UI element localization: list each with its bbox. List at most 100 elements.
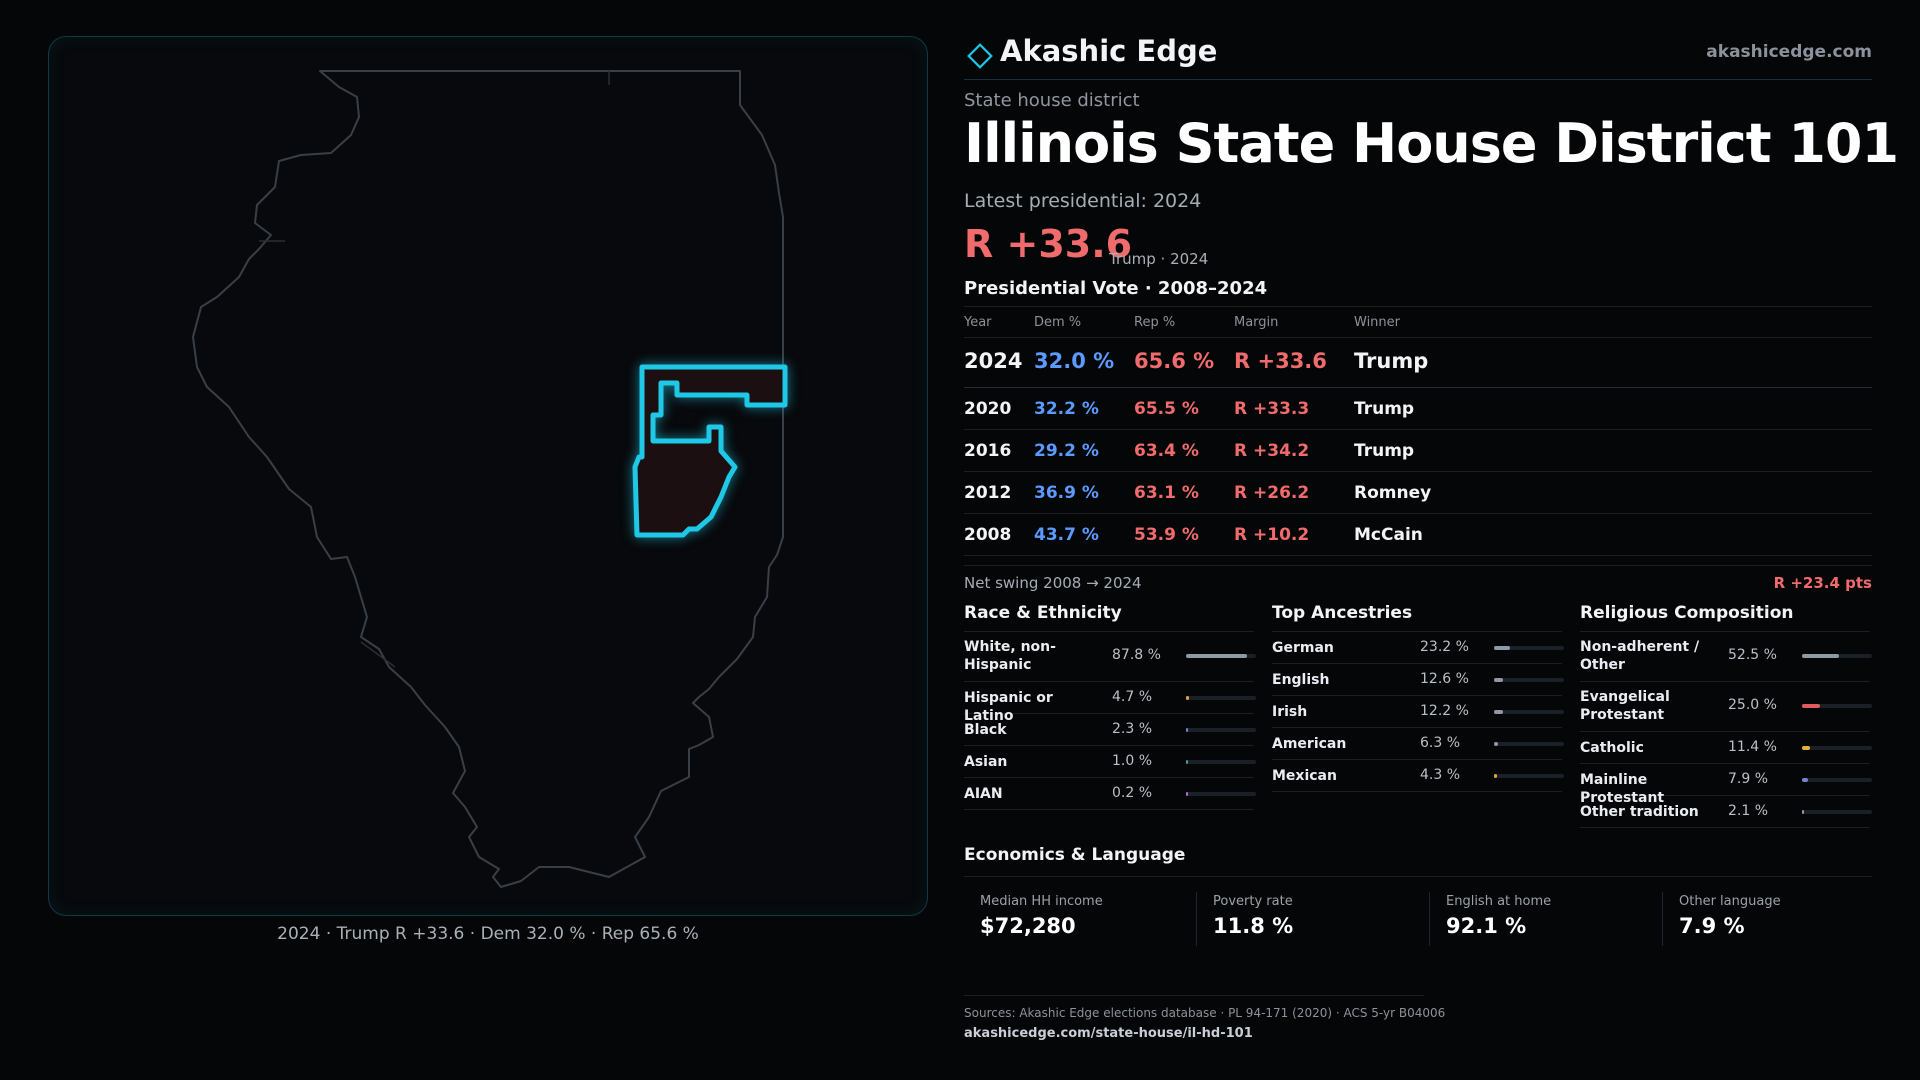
econ-value: 7.9 % xyxy=(1679,914,1745,938)
row-margin: R +34.2 xyxy=(1234,441,1310,461)
stat-bar xyxy=(1802,778,1872,782)
econ-label: English at home xyxy=(1446,894,1552,909)
stat-row: AIAN 0.2 % xyxy=(964,778,1256,810)
diamond-logo-icon[interactable] xyxy=(966,42,994,70)
stat-bar-fill xyxy=(1186,760,1188,764)
row-year: 2012 xyxy=(964,483,1012,503)
race-ethnicity-title: Race & Ethnicity xyxy=(964,600,1254,632)
county-line xyxy=(360,641,396,668)
table-row: 2020 32.2 % 65.5 % R +33.3 Trump xyxy=(964,388,1872,430)
stat-percent: 52.5 % xyxy=(1728,647,1777,663)
stat-row: American 6.3 % xyxy=(1272,728,1564,760)
stat-percent: 23.2 % xyxy=(1420,639,1469,655)
religion-list: Non-adherent / Other 52.5 % Evangelical Pr… xyxy=(1580,632,1872,828)
stat-name: Asian xyxy=(964,754,1008,770)
header-year: Year xyxy=(964,315,992,330)
stat-bar xyxy=(1802,810,1872,814)
race-ethnicity-section: Race & Ethnicity White, non-Hispanic 87.8… xyxy=(964,600,1256,810)
headline-margin-note: Trump · 2024 xyxy=(1109,250,1209,268)
district-map-panel[interactable] xyxy=(48,36,928,916)
stat-row: Mainline Protestant 7.9 % xyxy=(1580,764,1872,806)
row-margin: R +10.2 xyxy=(1234,525,1310,545)
latest-presidential-label: Latest presidential: 2024 xyxy=(964,190,1202,212)
row-year: 2024 xyxy=(964,349,1023,373)
stat-row: Non-adherent / Other 52.5 % xyxy=(1580,632,1872,682)
stat-percent: 87.8 % xyxy=(1112,647,1161,663)
stat-name: German xyxy=(1272,640,1334,656)
stat-bar xyxy=(1802,654,1872,658)
header-winner: Winner xyxy=(1354,315,1401,330)
econ-value: 92.1 % xyxy=(1446,914,1527,938)
stat-bar-fill xyxy=(1802,746,1810,750)
stat-bar xyxy=(1186,760,1256,764)
stat-name: AIAN xyxy=(964,786,1003,802)
stat-percent: 11.4 % xyxy=(1728,739,1777,755)
stat-bar xyxy=(1494,774,1564,778)
table-row: 2008 43.7 % 53.9 % R +10.2 McCain xyxy=(964,514,1872,556)
row-winner: Trump xyxy=(1354,441,1415,461)
stat-name: Catholic xyxy=(1580,740,1644,756)
stat-bar-fill xyxy=(1802,704,1820,708)
row-dem: 43.7 % xyxy=(1034,525,1099,545)
header-margin: Margin xyxy=(1234,315,1279,330)
stat-percent: 1.0 % xyxy=(1112,753,1153,769)
row-year: 2008 xyxy=(964,525,1012,545)
econ-card-income: Median HH income $72,280 xyxy=(964,892,1184,946)
illinois-map xyxy=(192,70,788,888)
stat-row: German 23.2 % xyxy=(1272,632,1564,664)
stat-name: Evangelical Protestant xyxy=(1580,689,1670,723)
stat-bar xyxy=(1494,646,1564,650)
brand-name[interactable]: Akashic Edge xyxy=(1000,34,1218,68)
ancestry-section: Top Ancestries German 23.2 % English 12.6 %… xyxy=(1272,600,1564,792)
stat-percent: 0.2 % xyxy=(1112,785,1153,801)
stat-bar-fill xyxy=(1186,792,1188,796)
brand-url-link[interactable]: akashicedge.com xyxy=(1706,42,1872,62)
stat-percent: 7.9 % xyxy=(1728,771,1769,787)
stat-bar xyxy=(1802,704,1872,708)
religion-title: Religious Composition xyxy=(1580,600,1870,632)
stat-bar-fill xyxy=(1802,654,1839,658)
race-ethnicity-list: White, non-Hispanic 87.8 % Hispanic or Lat… xyxy=(964,632,1256,810)
row-margin: R +26.2 xyxy=(1234,483,1310,503)
stat-name: Mainline Protestant xyxy=(1580,772,1665,806)
district-101-shape[interactable] xyxy=(632,364,788,538)
row-rep: 63.1 % xyxy=(1134,483,1199,503)
row-dem: 29.2 % xyxy=(1034,441,1099,461)
stat-bar-fill xyxy=(1494,678,1503,682)
district-detail-panel: Akashic Edge akashicedge.com State house… xyxy=(964,0,1899,1080)
econ-label: Poverty rate xyxy=(1213,894,1293,909)
stat-row: Hispanic or Latino 4.7 % xyxy=(964,682,1256,724)
econ-card-other-language: Other language 7.9 % xyxy=(1662,892,1882,946)
stat-row: Evangelical Protestant 25.0 % xyxy=(1580,682,1872,732)
sources-note: Sources: Akashic Edge elections database… xyxy=(964,1006,1446,1020)
stat-name: Hispanic or Latino xyxy=(964,690,1053,724)
stat-bar-fill xyxy=(1494,710,1503,714)
stat-row: Black 2.3 % xyxy=(964,714,1256,746)
row-winner: McCain xyxy=(1354,525,1423,545)
economics-title: Economics & Language xyxy=(964,845,1872,877)
illinois-state-outline xyxy=(192,70,784,888)
econ-card-poverty: Poverty rate 11.8 % xyxy=(1196,892,1416,946)
row-rep: 65.5 % xyxy=(1134,399,1199,419)
row-winner: Romney xyxy=(1354,483,1432,503)
row-year: 2020 xyxy=(964,399,1012,419)
stat-bar xyxy=(1494,742,1564,746)
stat-bar-fill xyxy=(1494,774,1497,778)
econ-label: Other language xyxy=(1679,894,1781,909)
net-swing-row: Net swing 2008 → 2024 R +23.4 pts xyxy=(964,565,1872,597)
row-margin: R +33.3 xyxy=(1234,399,1310,419)
stat-row: Other tradition 2.1 % xyxy=(1580,796,1872,828)
stat-percent: 2.1 % xyxy=(1728,803,1769,819)
stat-percent: 2.3 % xyxy=(1112,721,1153,737)
footer-divider xyxy=(964,995,1424,996)
brand-header: Akashic Edge akashicedge.com xyxy=(964,30,1872,80)
stat-bar-fill xyxy=(1802,810,1804,814)
stat-bar-fill xyxy=(1494,646,1510,650)
header-rep: Rep % xyxy=(1134,315,1176,330)
stat-row: Catholic 11.4 % xyxy=(1580,732,1872,764)
district-type-kicker: State house district xyxy=(964,90,1140,111)
stat-bar-fill xyxy=(1186,654,1247,658)
stat-name: White, non-Hispanic xyxy=(964,639,1056,673)
page-url-link[interactable]: akashicedge.com/state-house/il-hd-101 xyxy=(964,1026,1253,1041)
row-rep: 63.4 % xyxy=(1134,441,1199,461)
